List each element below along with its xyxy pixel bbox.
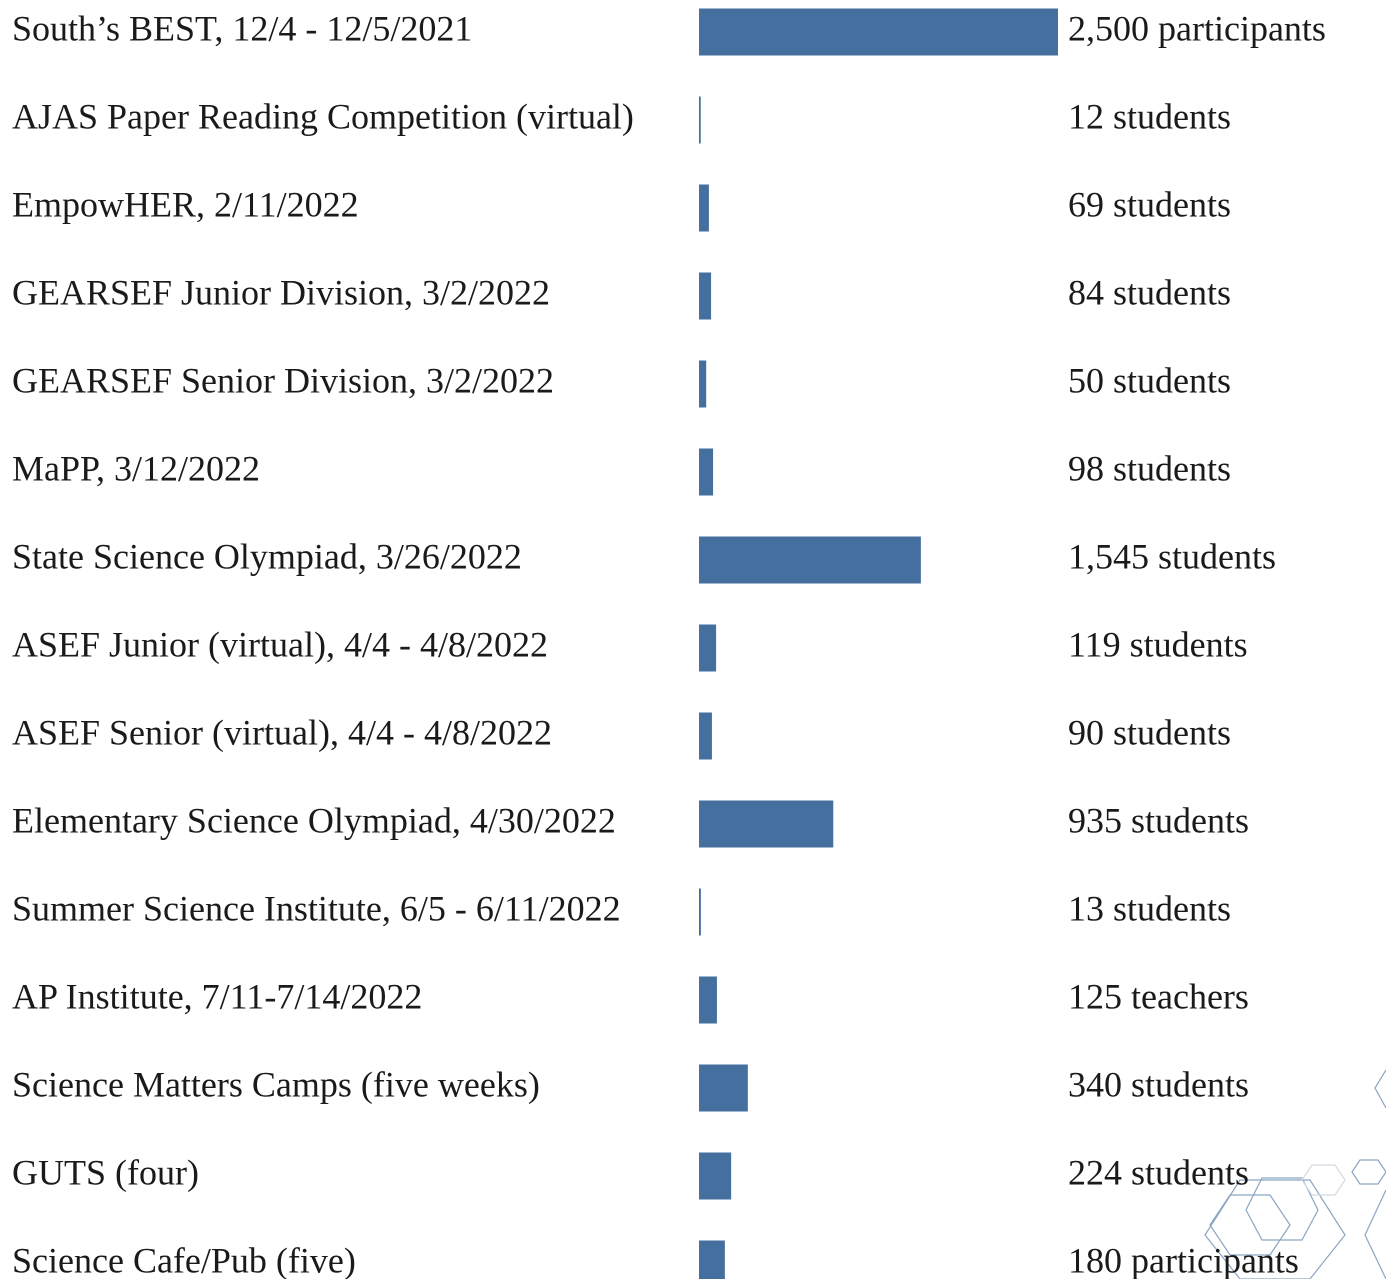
decoration	[1204, 1069, 1386, 1279]
category-label: Summer Science Institute, 6/5 - 6/11/202…	[12, 888, 621, 928]
bar	[699, 272, 712, 320]
category-label: Science Matters Camps (five weeks)	[12, 1064, 540, 1104]
category-label: MaPP, 3/12/2022	[12, 448, 260, 488]
category-label: ASEF Senior (virtual), 4/4 - 4/8/2022	[12, 712, 552, 752]
category-label: AP Institute, 7/11-7/14/2022	[12, 976, 422, 1016]
bar	[699, 1064, 748, 1112]
category-label: EmpowHER, 2/11/2022	[12, 184, 359, 224]
value-label: 340 students	[1068, 1064, 1249, 1104]
category-label: ASEF Junior (virtual), 4/4 - 4/8/2022	[12, 624, 548, 664]
bar	[699, 448, 714, 496]
bar	[699, 624, 717, 672]
value-label: 180 participants	[1068, 1240, 1299, 1279]
category-label: State Science Olympiad, 3/26/2022	[12, 536, 522, 576]
bar	[699, 712, 712, 760]
category-label: Elementary Science Olympiad, 4/30/2022	[12, 800, 616, 840]
bar	[699, 1240, 725, 1279]
value-label: 125 teachers	[1068, 976, 1249, 1016]
bar	[699, 976, 717, 1024]
category-label: GUTS (four)	[12, 1152, 199, 1192]
value-label: 84 students	[1068, 272, 1231, 312]
bar	[699, 96, 701, 144]
value-label: 935 students	[1068, 800, 1249, 840]
value-label: 2,500 participants	[1068, 8, 1326, 48]
value-label: 13 students	[1068, 888, 1231, 928]
value-label: 69 students	[1068, 184, 1231, 224]
value-label: 98 students	[1068, 448, 1231, 488]
bar	[699, 800, 834, 848]
category-label: GEARSEF Junior Division, 3/2/2022	[12, 272, 550, 312]
value-label: 119 students	[1068, 624, 1248, 664]
value-label: 1,545 students	[1068, 536, 1276, 576]
bar	[699, 8, 1058, 56]
category-label: South’s BEST, 12/4 - 12/5/2021	[12, 8, 472, 48]
bar	[699, 360, 707, 408]
bar	[699, 1152, 732, 1200]
value-label: 50 students	[1068, 360, 1231, 400]
value-label: 90 students	[1068, 712, 1231, 752]
value-label: 12 students	[1068, 96, 1231, 136]
bar	[699, 536, 921, 584]
category-label: Science Cafe/Pub (five)	[12, 1240, 356, 1279]
bar	[699, 184, 709, 232]
category-label: AJAS Paper Reading Competition (virtual)	[12, 96, 634, 136]
bar	[699, 888, 701, 936]
category-label: GEARSEF Senior Division, 3/2/2022	[12, 360, 554, 400]
value-label: 224 students	[1068, 1152, 1249, 1192]
